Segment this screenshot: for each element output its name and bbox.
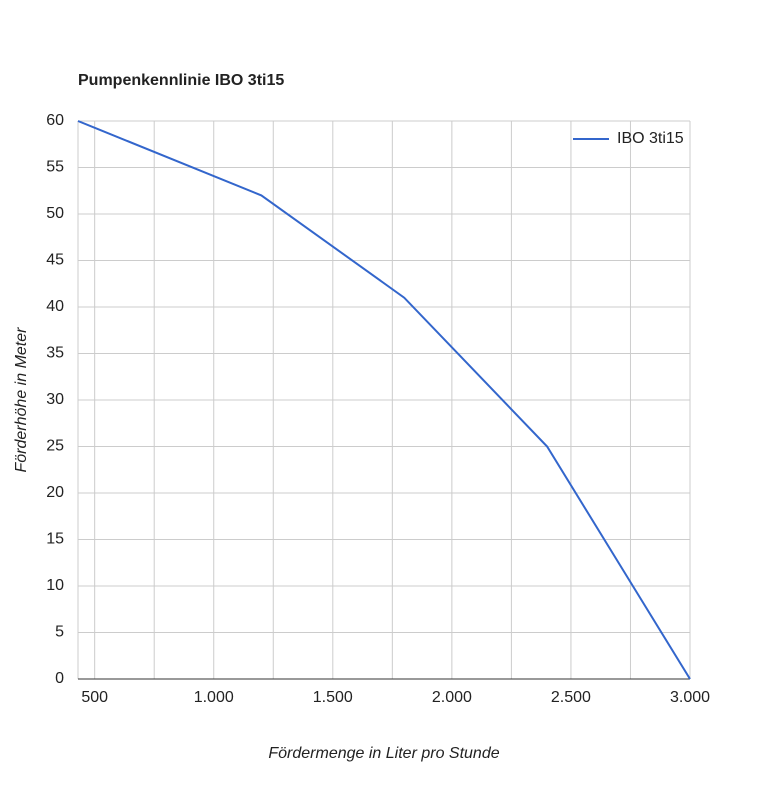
x-tick-label: 3.000 xyxy=(670,689,710,706)
y-axis-title: Förderhöhe in Meter xyxy=(13,327,30,473)
y-tick-label: 35 xyxy=(46,345,64,362)
x-tick-label: 2.500 xyxy=(551,689,591,706)
x-tick-label: 1.000 xyxy=(194,689,234,706)
y-tick-label: 20 xyxy=(46,484,64,501)
y-tick-label: 50 xyxy=(46,205,64,222)
x-tick-label: 2.000 xyxy=(432,689,472,706)
y-tick-label: 45 xyxy=(46,252,64,269)
chart-title: Pumpenkennlinie IBO 3ti15 xyxy=(78,72,284,89)
y-tick-label: 15 xyxy=(46,531,64,548)
y-tick-label: 25 xyxy=(46,438,64,455)
data-line xyxy=(77,120,691,680)
y-tick-label: 30 xyxy=(46,391,64,408)
x-tick-label: 1.500 xyxy=(313,689,353,706)
y-tick-label: 40 xyxy=(46,298,64,315)
y-tick-label: 60 xyxy=(46,112,64,129)
y-tick-label: 10 xyxy=(46,577,64,594)
y-tick-label: 0 xyxy=(55,670,64,687)
x-axis-title: Fördermenge in Liter pro Stunde xyxy=(268,745,499,762)
y-tick-label: 55 xyxy=(46,159,64,176)
y-tick-label: 5 xyxy=(55,624,64,641)
legend-label: IBO 3ti15 xyxy=(617,130,684,147)
x-tick-label: 500 xyxy=(81,689,108,706)
